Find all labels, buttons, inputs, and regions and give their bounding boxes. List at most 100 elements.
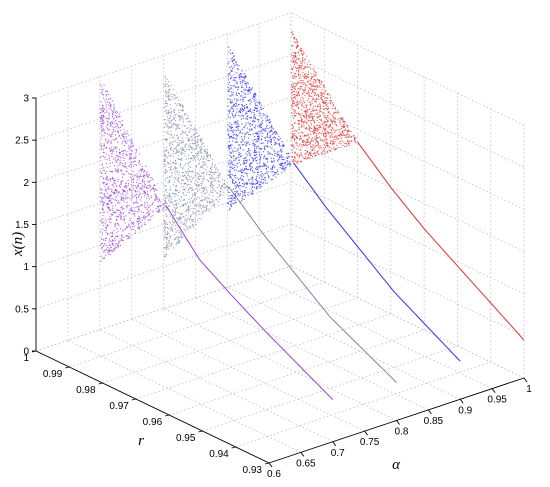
series-point [105, 94, 107, 96]
series-point [108, 208, 110, 210]
series-point [243, 161, 245, 163]
series-point [242, 86, 244, 88]
series-point [221, 185, 223, 187]
series-point [142, 186, 144, 188]
series-point [252, 192, 254, 194]
series-point [238, 179, 240, 181]
series-point [299, 49, 301, 51]
series-point [167, 152, 169, 154]
series-point [259, 148, 261, 150]
series-point [306, 104, 308, 106]
series-point [248, 87, 250, 89]
series-point [164, 106, 166, 108]
series-point [131, 173, 133, 175]
series-point [206, 205, 208, 207]
series-point [107, 207, 109, 209]
series-point [169, 201, 171, 203]
series-point [237, 195, 239, 197]
series-point [100, 115, 102, 117]
series-point [269, 153, 271, 155]
series-point [261, 154, 263, 156]
series-point [167, 161, 169, 163]
series-point [211, 183, 213, 185]
series-point [235, 61, 237, 63]
series-point [247, 194, 249, 196]
series-point [237, 68, 239, 70]
series-point [201, 157, 203, 159]
series-point [125, 187, 127, 189]
series-point [152, 215, 154, 217]
series-point [177, 152, 179, 154]
series-point [163, 237, 165, 239]
series-point [185, 194, 187, 196]
series-point [174, 114, 176, 116]
series-point [131, 179, 133, 181]
series-point [252, 190, 254, 192]
series-point [158, 205, 160, 207]
series-point [255, 132, 257, 134]
series-point [208, 170, 210, 172]
series-point [241, 174, 243, 176]
series-point [195, 187, 197, 189]
series-point [180, 140, 182, 142]
series-point [166, 140, 168, 142]
series-point [185, 204, 187, 206]
series-point [197, 141, 199, 143]
series-point [334, 106, 336, 108]
series-point [118, 156, 120, 158]
series-point [166, 150, 168, 152]
series-point [116, 169, 118, 171]
series-point [265, 117, 267, 119]
series-point [253, 114, 255, 116]
series-point [319, 122, 321, 124]
series-point [112, 112, 114, 114]
series-point [107, 141, 109, 143]
series-point [181, 125, 183, 127]
series-point [242, 105, 244, 107]
series-point [282, 167, 284, 169]
series-point [111, 232, 113, 234]
series-point [348, 144, 350, 146]
series-point [333, 116, 335, 118]
series-point [129, 153, 131, 155]
series-point [281, 168, 283, 170]
series-point [347, 139, 349, 141]
series-point [182, 189, 184, 191]
series-point [231, 137, 233, 139]
series-point [183, 153, 185, 155]
series-point [311, 118, 313, 120]
series-point [294, 37, 296, 39]
series-point [288, 163, 290, 165]
series-point [111, 115, 113, 117]
series-point [219, 198, 221, 200]
series-point [253, 144, 255, 146]
series-point [280, 148, 282, 150]
series-point [113, 103, 115, 105]
z-tick-label: 2.5 [15, 136, 29, 147]
series-point [192, 212, 194, 214]
series-point [191, 135, 193, 137]
series-point [113, 193, 115, 195]
series-point [102, 182, 104, 184]
series-point [105, 249, 107, 251]
series-point [237, 88, 239, 90]
series-point [186, 191, 188, 193]
series-point [248, 151, 250, 153]
series-point [184, 146, 186, 148]
series-point [104, 189, 106, 191]
series-point [342, 144, 344, 146]
series-point [306, 123, 308, 125]
series-point [282, 156, 284, 158]
series-point [331, 148, 333, 150]
series-point [255, 107, 257, 109]
series-point [176, 241, 178, 243]
series-point [325, 121, 327, 123]
series-point [323, 105, 325, 107]
series-point [165, 164, 167, 166]
series-point [291, 144, 293, 146]
series-point [239, 95, 241, 97]
series-point [315, 109, 317, 111]
series-point [168, 121, 170, 123]
series-point [138, 227, 140, 229]
series-point [301, 61, 303, 63]
